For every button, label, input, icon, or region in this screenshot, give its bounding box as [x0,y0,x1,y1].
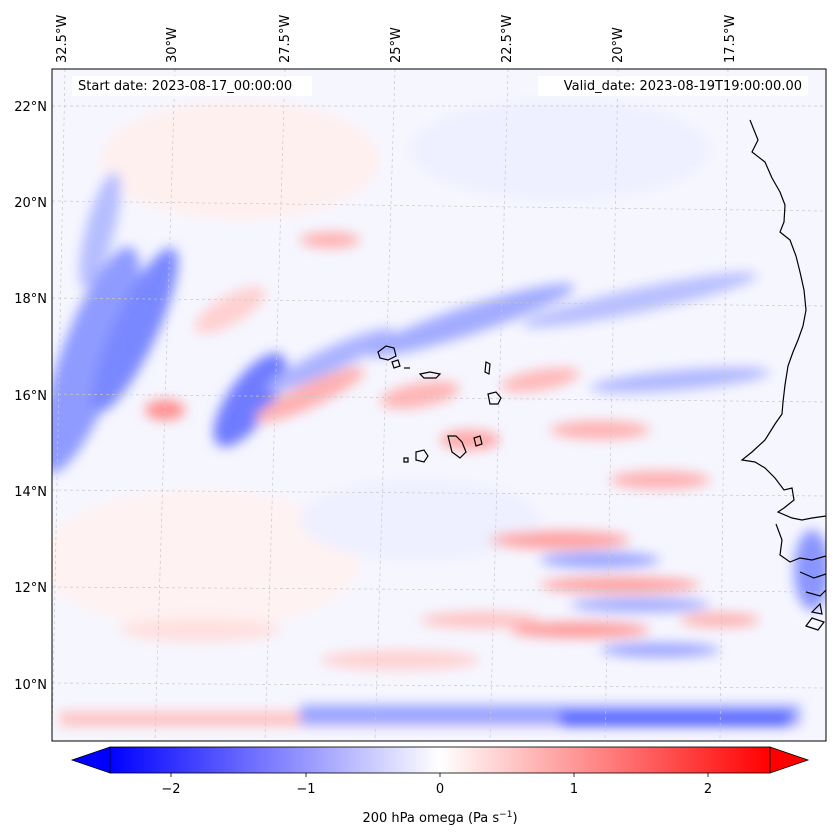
island-sal [484,361,491,375]
lat-tick-label: 22°N [14,100,47,115]
colorbar-extend-min [70,746,111,774]
lon-tick-label: 17.5°W [723,15,738,63]
island-boa-vista [487,391,502,405]
colorbar-tick-label: 0 [436,782,444,797]
colorbar-extend-max [769,746,810,774]
lon-tick-label: 22.5°W [500,15,515,63]
island-brava [403,457,409,463]
island-sao-nicolau [418,371,442,379]
colorbar-label: 200 hPa omega (Pa s−1) [362,810,517,826]
island-sao-vicente [391,359,401,369]
lon-tick-labels: 32.5°W 30°W 27.5°W 25°W 22.5°W 20°W 17.5… [55,15,738,63]
island-santo-antao [377,345,397,361]
colorbar-tick-label: −2 [161,782,180,797]
lat-tick-label: 14°N [14,485,47,500]
start-date-label: Start date: 2023-08-17_00:00:00 [78,79,292,94]
lat-tick-label: 20°N [14,196,47,211]
lat-tick-label: 12°N [14,581,47,596]
lon-tick-label: 30°W [165,27,180,63]
island-maio [473,435,483,447]
lat-tick-label: 10°N [14,678,47,693]
graticule [52,69,826,741]
lat-tick-label: 16°N [14,389,47,404]
lat-tick-label: 18°N [14,292,47,307]
omega-field [52,100,826,726]
valid-date-label: Valid_date: 2023-08-19T19:00:00.00 [564,79,802,94]
island-santiago [447,435,467,459]
colorbar-tick-label: −1 [296,782,315,797]
coast-islands-south [775,523,826,631]
lat-tick-labels: 22°N 20°N 18°N 16°N 14°N 12°N 10°N [14,100,47,693]
map-panel: Start date: 2023-08-17_00:00:00 Valid_da… [51,68,827,742]
africa-coastline [740,119,826,521]
coastlines [377,119,826,631]
lon-tick-label: 32.5°W [55,15,70,63]
lon-tick-label: 20°W [611,27,626,63]
island-fogo [415,449,429,463]
colorbar-tick-label: 2 [704,782,712,797]
colorbar: −2 −1 0 1 2 200 hPa omega (Pa s−1) [70,746,810,826]
lon-tick-label: 27.5°W [278,15,293,63]
colorbar-tick-label: 1 [570,782,578,797]
colorbar-gradient [109,746,771,774]
lon-tick-label: 25°W [389,27,404,63]
